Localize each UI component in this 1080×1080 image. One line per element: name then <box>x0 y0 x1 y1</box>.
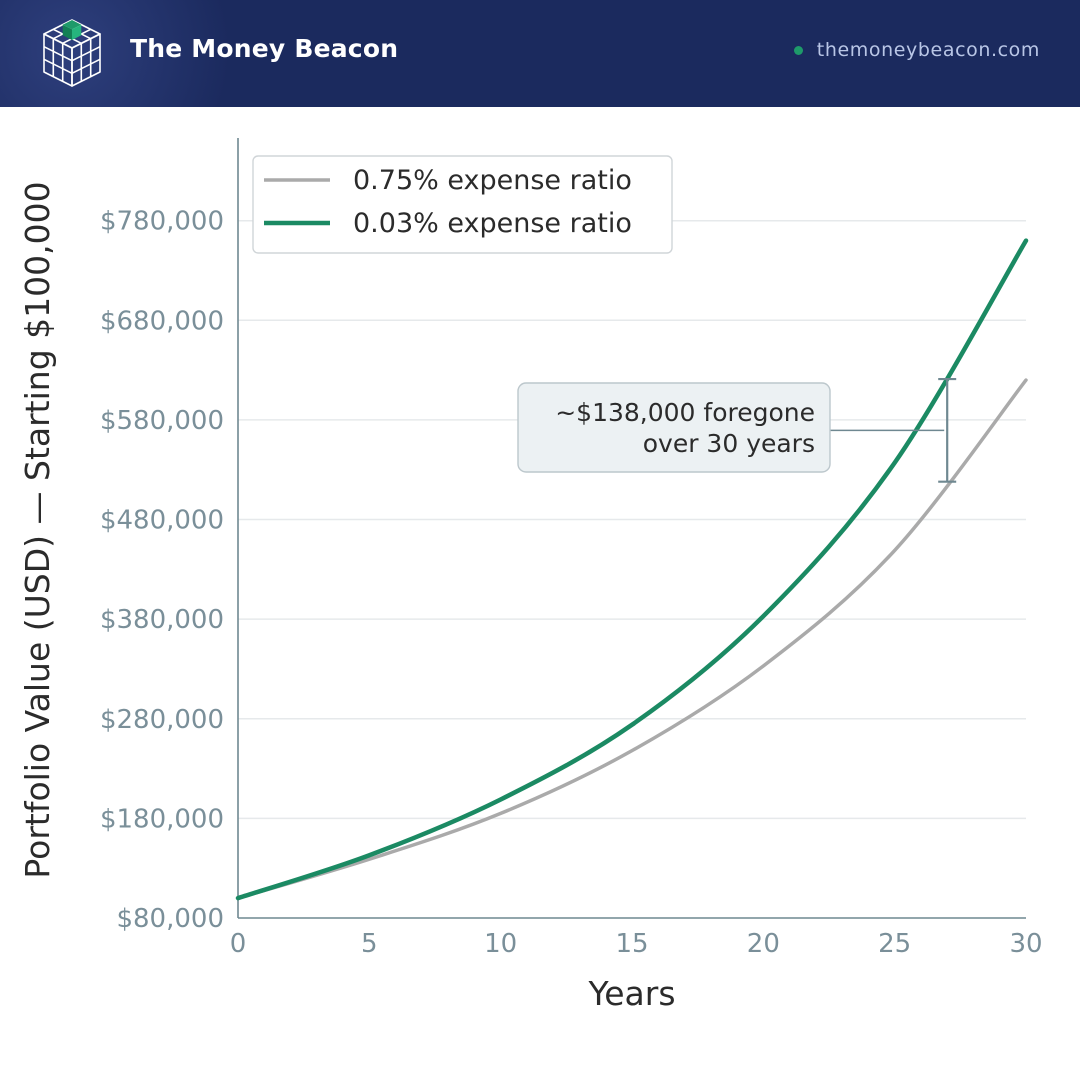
series-line <box>235 238 1029 901</box>
legend: 0.75% expense ratio 0.03% expense ratio <box>252 155 673 254</box>
annotation-box <box>517 382 831 473</box>
y-tick-label: $580,000 <box>100 406 224 436</box>
x-tick-label: 15 <box>615 929 648 959</box>
y-tick-label: $380,000 <box>100 605 224 635</box>
axes <box>237 138 1026 919</box>
grid-lines <box>238 219 1026 820</box>
annotation-text: ~$138,000 foregone <box>555 398 815 427</box>
header-banner: The Money Beacon themoneybeacon.com <box>0 0 1080 107</box>
x-axis-ticks: 0 5 10 15 20 25 30 <box>230 929 1043 959</box>
chart-area: $80,000 $180,000 $280,000 $380,000 $480,000 $… <box>18 138 1043 1013</box>
y-tick-label: $780,000 <box>100 207 224 237</box>
legend-box <box>252 155 673 254</box>
x-axis-title: Years <box>587 974 675 1013</box>
y-tick-label: $180,000 <box>100 804 224 834</box>
annotation-text: over 30 years <box>643 429 815 458</box>
x-tick-label: 20 <box>747 929 780 959</box>
y-axis-title: Portfolio Value (USD) — Starting $100,00… <box>18 181 57 878</box>
site-url-text: themoneybeacon.com <box>816 39 1040 61</box>
series-line <box>236 378 1028 900</box>
x-tick-label: 10 <box>484 929 517 959</box>
x-tick-label: 5 <box>361 929 378 959</box>
legend-label: 0.75% expense ratio <box>353 165 632 196</box>
series-lines <box>235 238 1029 901</box>
x-tick-label: 25 <box>878 929 911 959</box>
brand-name: The Money Beacon <box>130 34 399 63</box>
cube-grid-icon <box>43 19 101 87</box>
site-url[interactable]: themoneybeacon.com <box>793 39 1040 61</box>
y-tick-label: $280,000 <box>100 705 224 735</box>
y-axis-ticks: $80,000 $180,000 $280,000 $380,000 $480,000 $… <box>100 207 224 934</box>
legend-label: 0.03% expense ratio <box>353 208 632 239</box>
x-tick-label: 0 <box>230 929 247 959</box>
status-dot-icon <box>793 45 803 55</box>
y-tick-label: $680,000 <box>100 306 224 336</box>
x-tick-label: 30 <box>1009 929 1042 959</box>
y-tick-label: $480,000 <box>100 506 224 536</box>
y-tick-label: $80,000 <box>116 904 224 934</box>
